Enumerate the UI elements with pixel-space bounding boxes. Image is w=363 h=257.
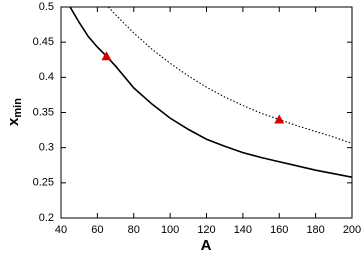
- x-tick-label: 60: [91, 224, 103, 236]
- y-tick-label: 0.5: [39, 1, 54, 13]
- y-tick-label: 0.2: [39, 212, 54, 224]
- triangle-marker: [274, 114, 285, 124]
- y-tick-label: 0.3: [39, 142, 54, 154]
- x-tick-label: 100: [161, 224, 179, 236]
- x-tick-label: 120: [197, 224, 215, 236]
- y-tick-label: 0.4: [39, 71, 54, 83]
- x-tick-label: 200: [343, 224, 361, 236]
- y-tick-label: 0.25: [33, 177, 54, 189]
- x-tick-label: 80: [128, 224, 140, 236]
- line-series: [69, 7, 352, 178]
- x-tick-label: 160: [270, 224, 288, 236]
- triangle-marker: [101, 51, 112, 61]
- y-axis-label: xmin: [5, 98, 24, 126]
- x-tick-label: 40: [55, 224, 67, 236]
- y-tick-label: 0.45: [33, 36, 54, 48]
- x-tick-label: 140: [234, 224, 252, 236]
- line-series: [107, 7, 352, 144]
- y-axis-label-subscript: min: [12, 98, 24, 118]
- y-tick-label: 0.35: [33, 106, 54, 118]
- x-tick-label: 180: [306, 224, 324, 236]
- x-axis-label: A: [201, 237, 212, 254]
- plot-frame: [60, 6, 353, 219]
- y-axis-label-text: x: [5, 117, 22, 126]
